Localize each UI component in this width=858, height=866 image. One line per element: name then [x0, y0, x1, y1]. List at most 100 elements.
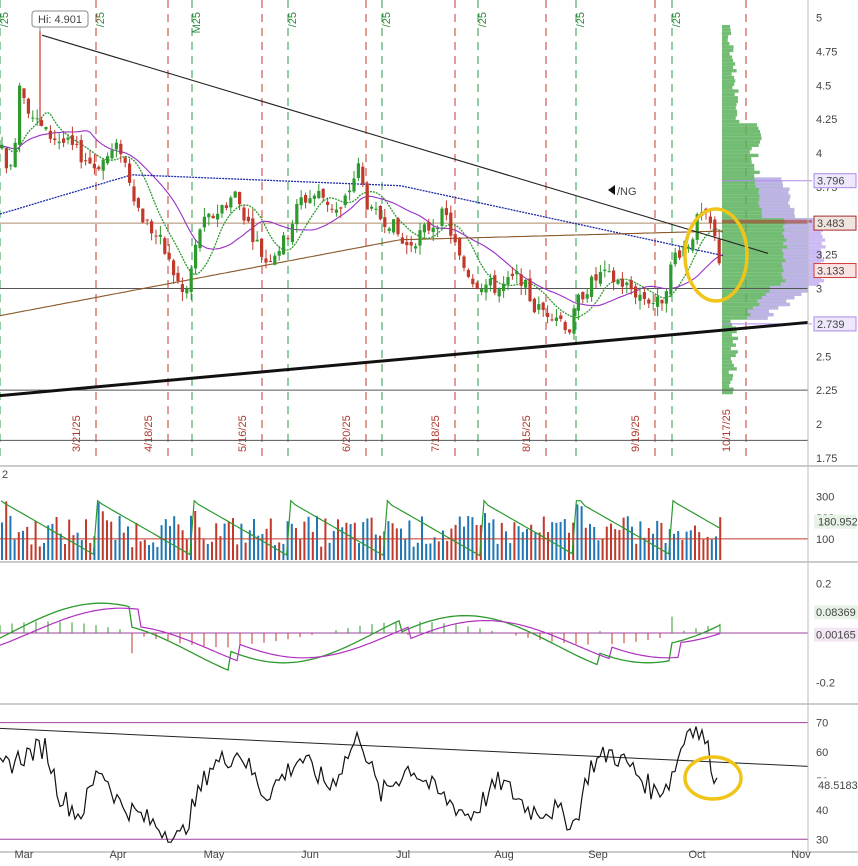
candle-body — [541, 302, 545, 310]
candle-body — [576, 294, 580, 311]
candle-body — [189, 268, 193, 293]
profile-bar — [722, 41, 730, 46]
profile-bar — [722, 201, 789, 205]
volume-bar — [181, 530, 184, 560]
candle-body — [255, 239, 259, 242]
profile-bar — [722, 251, 808, 256]
profile-bar — [722, 316, 768, 320]
profile-bar — [722, 329, 737, 334]
candle-body — [656, 296, 660, 307]
volume-bar — [320, 546, 323, 560]
volume-bar — [101, 511, 104, 560]
volume-bar — [38, 546, 41, 560]
red-date-label-7: 10/17/25 — [721, 409, 733, 452]
candle-body — [163, 238, 167, 254]
candle-body — [198, 229, 202, 249]
candle-body — [286, 238, 290, 240]
profile-bar — [722, 190, 789, 195]
candle-body — [510, 273, 514, 277]
candle-body — [57, 141, 61, 144]
profile-bar — [722, 92, 735, 97]
ma-long-line — [0, 230, 724, 317]
candle-body — [686, 246, 690, 248]
profile-bar — [722, 346, 731, 351]
profile-bar — [722, 292, 802, 297]
profile-bar — [722, 309, 769, 313]
volume-bar — [509, 543, 512, 560]
candle-body — [691, 239, 695, 251]
candle-body — [519, 274, 523, 286]
volume-bar — [303, 521, 306, 560]
volume-bar — [332, 531, 335, 560]
profile-bar — [722, 214, 795, 219]
volume-bar — [295, 528, 297, 560]
profile-va-bar — [747, 309, 769, 313]
volume-tag-bg — [814, 514, 856, 529]
volume-bar — [593, 526, 596, 560]
candle-body — [154, 235, 158, 237]
macd-tag-bg-1 — [814, 627, 858, 642]
profile-va-bar — [761, 211, 795, 215]
red-date-label-0: 3/21/25 — [71, 415, 83, 452]
candle-body — [400, 237, 404, 244]
volume-bar — [236, 544, 239, 560]
volume-bar — [710, 539, 713, 560]
candle-body — [625, 282, 629, 286]
volume-tick-2: 100 — [816, 534, 834, 546]
candle-body — [572, 308, 576, 334]
profile-bar — [722, 85, 733, 90]
volume-oscillator-line — [0, 499, 720, 557]
volume-bar — [316, 516, 318, 560]
candlesticks — [0, 30, 721, 340]
price-tick-2: 4.5 — [816, 80, 831, 92]
candle-body — [22, 88, 26, 98]
profile-va-bar — [785, 279, 825, 283]
volume-bar — [219, 536, 222, 560]
rsi-tag-bg — [814, 778, 856, 793]
x-label-aug: Aug — [494, 849, 514, 861]
volume-bar — [408, 520, 411, 560]
candle-body — [84, 160, 88, 162]
volume-bar — [80, 540, 83, 560]
candle-body — [224, 205, 228, 209]
candle-body — [695, 214, 699, 240]
volume-panel: 2 — [0, 469, 808, 560]
profile-bar — [722, 353, 736, 357]
candle-body — [44, 127, 48, 130]
price-tick-7: 3.25 — [816, 250, 837, 262]
volume-bar — [400, 528, 402, 560]
candle-body — [563, 322, 567, 331]
candle-body — [220, 205, 224, 214]
price-tag-0: 3.796 — [817, 176, 845, 188]
candle-body — [242, 207, 246, 221]
profile-va-bar — [762, 214, 795, 219]
candle-body — [101, 159, 105, 171]
candle-body — [31, 117, 35, 119]
candle-body — [123, 157, 127, 163]
candle-body — [352, 178, 356, 192]
volume-bar — [13, 539, 16, 560]
volume-bar — [698, 532, 701, 560]
profile-bar — [722, 79, 736, 83]
macd-line — [0, 602, 721, 672]
rsi-tag: 48.5183 — [818, 780, 858, 792]
candle-body — [638, 294, 642, 301]
candle-body — [128, 163, 132, 183]
candle-body — [616, 279, 620, 284]
profile-va-bar — [783, 235, 823, 239]
candle-body — [440, 208, 444, 227]
volume-bar — [589, 523, 591, 560]
volume-bar — [34, 520, 37, 560]
profile-bar — [722, 241, 808, 246]
candle-body — [207, 213, 211, 218]
green-date-label-4: /25 — [381, 12, 393, 27]
profile-bar — [722, 177, 782, 181]
volume-bar — [85, 519, 87, 560]
profile-bar — [722, 130, 761, 134]
volume-bar — [227, 521, 230, 560]
symbol-arrow-icon — [608, 185, 615, 195]
candle-body — [216, 213, 220, 220]
profile-bar — [722, 35, 729, 39]
candle-body — [713, 219, 717, 237]
volume-bar — [484, 513, 486, 560]
